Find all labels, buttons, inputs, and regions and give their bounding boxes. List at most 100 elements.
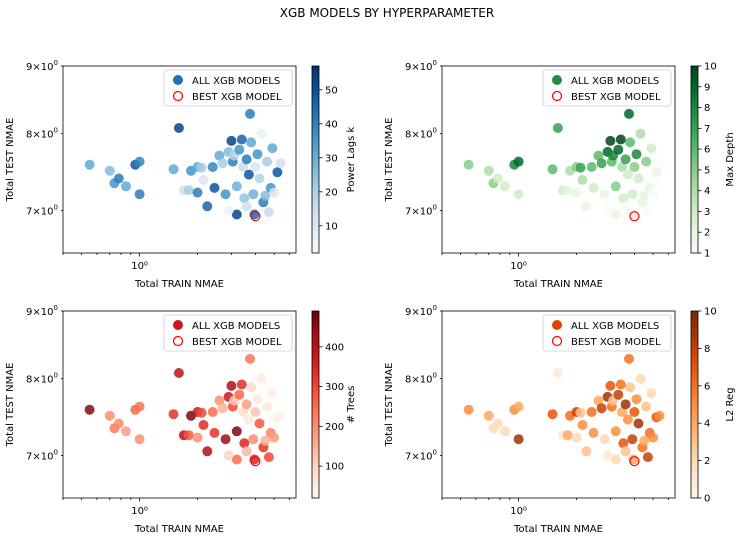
chart4-y-tick-label: 8×100 <box>405 372 437 386</box>
chart4-point <box>586 407 597 417</box>
chart1-point <box>196 162 207 173</box>
chart1-point <box>198 175 209 185</box>
chart1-colorbar-tick-label: 20 <box>325 187 338 198</box>
chart3-best-point <box>250 456 261 467</box>
chart4-legend-label: ALL XGB MODELS <box>571 321 659 332</box>
chart3-point <box>241 399 252 410</box>
chart1-legend: ALL XGB MODELS BEST XGB MODEL <box>163 69 293 107</box>
chart4-y-tick-label: 9×100 <box>405 304 437 318</box>
chart4-point <box>605 380 616 391</box>
chart4-point <box>641 401 652 412</box>
chart4-point <box>622 414 633 425</box>
chart3-point <box>223 450 234 461</box>
chart3-colorbar-tick-label: 300 <box>325 382 344 393</box>
chart2-point <box>483 165 494 176</box>
chart1-point <box>248 189 259 200</box>
chart4-point <box>629 407 640 417</box>
chart2-panel: 10⁰ 7×100 8×100 9×100 Total TRAIN NMAE Total … <box>384 59 736 290</box>
chart3-point <box>231 426 242 437</box>
chart1-point <box>246 137 257 148</box>
chart4-point <box>463 404 474 415</box>
chart2-y-tick-label: 7×100 <box>405 203 437 217</box>
chart3-point <box>239 438 250 449</box>
chart1-x-axis-label: Total TRAIN NMAE <box>134 279 224 290</box>
chart4-colorbar-tick-label: 2 <box>704 456 710 467</box>
chart3-legend-frame <box>163 314 293 352</box>
chart4-point <box>513 434 524 445</box>
chart2-legend-label: ALL XGB MODELS <box>571 76 659 87</box>
chart3-legend-label: ALL XGB MODELS <box>192 321 280 332</box>
chart4-point <box>639 435 650 446</box>
chart2-point <box>513 156 524 167</box>
chart1-colorbar-tick-label: 30 <box>325 153 338 164</box>
chart3-y-tick-label: 7×100 <box>26 448 58 462</box>
chart4-legend-marker-all <box>552 320 562 330</box>
chart3-point <box>275 410 286 421</box>
chart1-point <box>84 159 95 170</box>
chart3-point <box>168 409 179 420</box>
chart2-point <box>639 190 650 201</box>
chart4-point <box>648 432 659 443</box>
chart4-colorbar-label: L2 Reg <box>725 387 736 421</box>
chart4-point <box>624 353 634 364</box>
chart3-point <box>260 435 271 446</box>
chart2-colorbar-tick-label: 7 <box>704 124 710 135</box>
chart3-point <box>246 382 257 393</box>
chart3-point <box>121 426 131 437</box>
chart4-point <box>599 434 610 445</box>
chart4-point <box>588 427 599 438</box>
chart4-point <box>575 407 586 418</box>
chart3-point <box>192 432 203 443</box>
chart4-colorbar-tick-label: 0 <box>704 494 710 505</box>
chart3-colorbar-tick-label: 200 <box>325 422 344 433</box>
chart2-point <box>618 193 629 204</box>
chart2-point <box>610 181 621 192</box>
chart2-point <box>651 167 662 178</box>
chart1-point <box>231 181 242 192</box>
chart3-point <box>269 432 280 443</box>
chart3-plot-frame <box>62 310 297 499</box>
chart3-point <box>113 418 124 429</box>
chart3-point <box>183 430 194 441</box>
chart2-point <box>500 181 510 192</box>
chart4-point <box>631 394 642 405</box>
chart1-point <box>214 150 225 161</box>
chart3-point <box>134 434 145 445</box>
chart4-point <box>602 450 613 461</box>
chart3-point <box>104 410 115 421</box>
chart2-point <box>547 164 558 175</box>
chart4-legend-marker-best <box>551 335 563 347</box>
chart4-y-tick-label: 7×100 <box>405 448 437 462</box>
chart1-points <box>84 108 286 222</box>
chart1-point <box>202 201 213 212</box>
chart4-legend-label: BEST XGB MODEL <box>571 337 661 348</box>
chart4-point <box>596 403 607 414</box>
chart1-legend-marker-all <box>173 75 183 85</box>
chart1-point <box>134 156 145 167</box>
chart3-point <box>263 452 274 463</box>
chart1-best-point <box>250 211 261 222</box>
chart3-x-axis-label: Total TRAIN NMAE <box>134 524 224 535</box>
chart1-point <box>260 190 271 201</box>
chart3-point <box>226 380 237 391</box>
chart1-point <box>223 205 234 216</box>
chart2-point <box>625 137 636 148</box>
chart1-point <box>269 187 280 198</box>
chart4-point <box>547 409 558 420</box>
chart2-point <box>571 187 582 198</box>
chart1-colorbar-label: Power Lags k <box>346 126 357 192</box>
chart2-point <box>552 123 563 133</box>
chart1-colorbar-tick-label: 40 <box>325 119 338 130</box>
chart2-point <box>642 207 653 218</box>
chart2-point <box>617 162 628 172</box>
chart2-x-axis-label: Total TRAIN NMAE <box>513 279 603 290</box>
chart2-colorbar-tick-label: 3 <box>704 207 710 218</box>
chart2-point <box>622 169 633 180</box>
chart1-point <box>173 123 184 133</box>
figure-title: XGB MODELS BY HYPERPARAMETER <box>280 6 494 20</box>
chart4-point <box>633 418 644 429</box>
chart4-legend-frame <box>542 314 672 352</box>
chart3-x-tick-label: 10⁰ <box>131 506 148 517</box>
chart1-point <box>256 128 267 139</box>
